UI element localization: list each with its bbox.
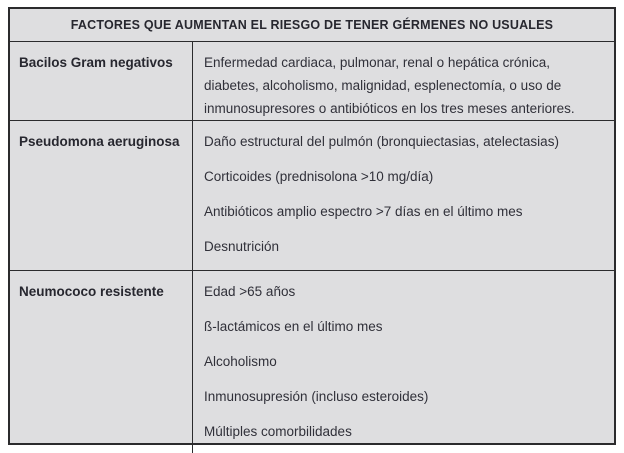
risk-factor-item: Enfermedad cardiaca, pulmonar, renal o h… (204, 55, 575, 116)
risk-factor-item: Edad >65 años (204, 284, 296, 299)
table-title: FACTORES QUE AUMENTAN EL RIESGO DE TENER… (70, 18, 554, 32)
row-content-cell: Edad >65 años ß-lactámicos en el último … (193, 271, 614, 453)
risk-factors-table: FACTORES QUE AUMENTAN EL RIESGO DE TENER… (8, 7, 616, 453)
risk-factor-item: Inmunosupresión (incluso esteroides) (204, 389, 429, 404)
risk-factor-item: Múltiples comorbilidades (204, 424, 352, 439)
risk-factor-item: Corticoides (prednisolona >10 mg/día) (204, 169, 434, 184)
risk-factor-item: ß-lactámicos en el último mes (204, 319, 383, 334)
row-content-cell: Daño estructural del pulmón (bronquiecta… (193, 121, 614, 270)
risk-factor-item: Desnutrición (204, 239, 280, 254)
row-label-bacilos-gram-negativos: Bacilos Gram negativos (10, 42, 193, 120)
table-row: Bacilos Gram negativos Enfermedad cardia… (10, 42, 614, 121)
row-content-cell: Enfermedad cardiaca, pulmonar, renal o h… (193, 42, 614, 120)
risk-factor-item: Daño estructural del pulmón (bronquiecta… (204, 134, 559, 149)
table-row: Pseudomona aeruginosa Daño estructural d… (10, 121, 614, 271)
risk-factor-item: Alcoholismo (204, 354, 277, 369)
table-header-row: FACTORES QUE AUMENTAN EL RIESGO DE TENER… (10, 9, 614, 42)
row-label-pseudomona-aeruginosa: Pseudomona aeruginosa (10, 121, 193, 270)
table-row: Neumococo resistente Edad >65 años ß-lac… (10, 271, 614, 453)
risk-factor-item: Antibióticos amplio espectro >7 días en … (204, 204, 523, 219)
row-label-neumococo-resistente: Neumococo resistente (10, 271, 193, 453)
